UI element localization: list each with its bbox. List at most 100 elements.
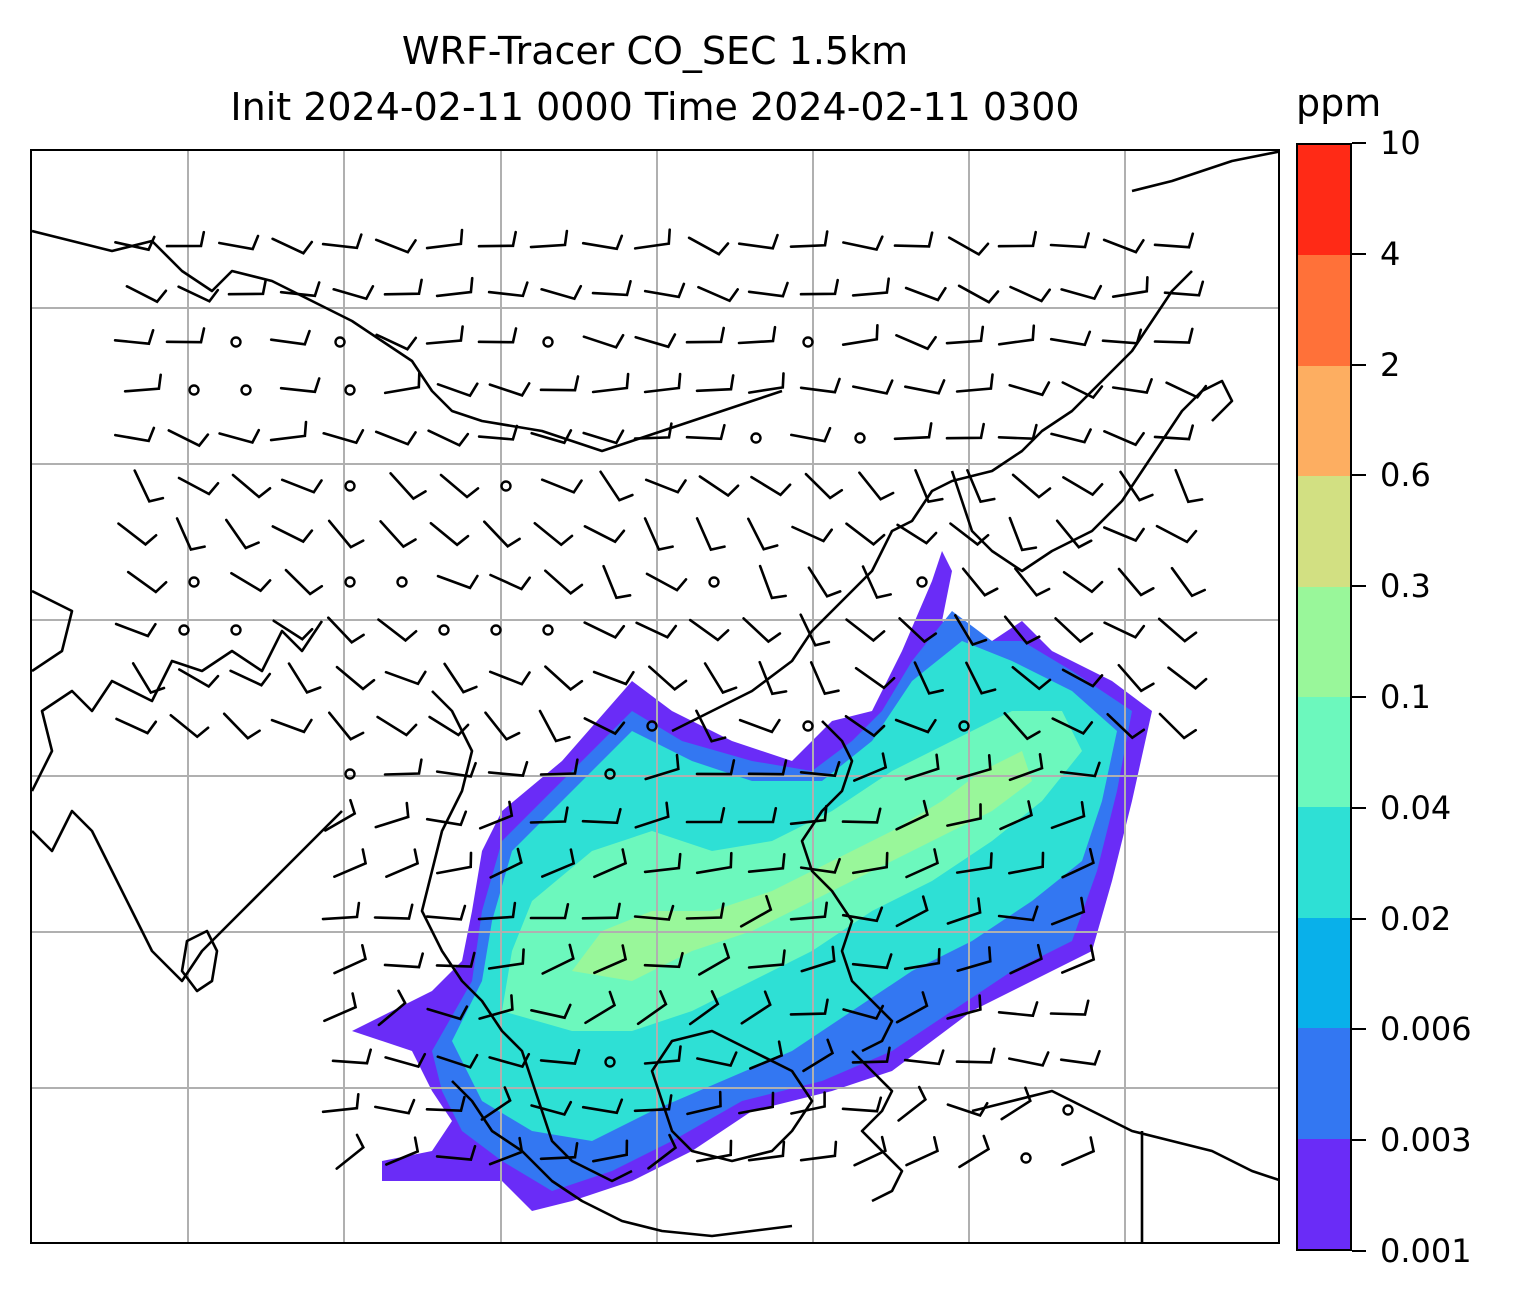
calm-wind-marker (334, 336, 346, 348)
wind-barb (377, 989, 407, 1027)
wind-barb (844, 715, 886, 738)
wind-barb (332, 285, 375, 301)
wind-barb (695, 374, 735, 393)
wind-barb (799, 857, 841, 874)
wind-barb (581, 902, 621, 920)
wind-barb (643, 852, 682, 874)
wind-barb (904, 286, 947, 302)
wind-barb (1003, 615, 1041, 645)
colorbar-tick-label: 0.1 (1380, 678, 1431, 716)
wind-barb (851, 953, 893, 970)
wind-barb (945, 325, 985, 345)
colorbar-segment (1298, 696, 1350, 808)
wind-barb (1111, 276, 1149, 298)
calm-wind-marker (802, 720, 814, 732)
map-title-line-1: WRF-Tracer CO_SEC 1.5km (401, 29, 909, 73)
calm-wind-marker (500, 480, 512, 492)
wind-barb (997, 230, 1037, 248)
wind-barb (695, 851, 733, 875)
wind-barb (374, 801, 410, 829)
wind-barb (894, 718, 937, 734)
calm-wind-marker (344, 480, 356, 492)
wind-barb (807, 566, 842, 598)
wind-barb (436, 1053, 479, 1069)
wind-barb (1054, 617, 1094, 644)
wind-barb (591, 280, 632, 297)
wind-barb (114, 622, 157, 638)
wind-barb (737, 807, 778, 824)
colorbar-segment (1298, 586, 1350, 697)
wind-barb (280, 478, 323, 494)
wind-barb (529, 229, 569, 249)
wind-barb (377, 618, 418, 643)
colorbar-tick-mark (1352, 585, 1366, 588)
wind-barb (544, 569, 584, 595)
colorbar-tick-label: 0.04 (1380, 788, 1452, 827)
map-title-line-2: Init 2024-02-11 0000 Time 2024-02-11 030… (230, 85, 1080, 129)
wind-barb (1011, 473, 1052, 499)
wind-barb (965, 661, 997, 695)
wind-barb (1009, 943, 1043, 975)
wind-barb (435, 951, 476, 968)
wind-barb (530, 429, 573, 445)
wind-barb (643, 282, 686, 299)
wind-barb (789, 998, 829, 1016)
wind-barb (1103, 621, 1146, 639)
wind-barb (643, 951, 684, 969)
wind-barb (229, 669, 272, 687)
wind-barb (477, 901, 517, 921)
wind-barb (955, 1047, 996, 1064)
wind-barb (957, 284, 1000, 304)
wind-barb (117, 522, 158, 547)
calm-wind-marker (240, 384, 252, 396)
wind-barb (539, 1142, 579, 1161)
wind-barb (851, 1046, 891, 1064)
wind-barb (1008, 516, 1038, 552)
wind-barb (861, 565, 892, 600)
wind-barb (1051, 717, 1094, 736)
wind-barb (802, 1038, 835, 1073)
wind-barb (1059, 761, 1101, 778)
wind-barb (758, 660, 788, 696)
wind-barb (1061, 847, 1095, 879)
wind-barb (852, 851, 889, 875)
wind-barb (178, 668, 220, 689)
wind-barb (845, 618, 886, 643)
colorbar-tick-mark (1352, 806, 1366, 809)
wind-barb (384, 670, 427, 686)
wind-barb (323, 992, 358, 1023)
wind-barb (893, 422, 933, 441)
wind-barb (383, 952, 424, 969)
wind-barb (1050, 428, 1092, 444)
colorbar-tick-label: 10 (1380, 124, 1421, 162)
wind-barb (695, 709, 727, 743)
wind-barb (436, 382, 479, 398)
wind-barb (633, 1094, 673, 1113)
calm-wind-marker (178, 624, 190, 636)
wind-barb (698, 475, 740, 498)
wind-barb (635, 621, 678, 639)
wind-barb (1061, 1136, 1096, 1167)
wind-barb (335, 665, 376, 691)
wind-barb (1103, 430, 1145, 447)
wind-barb (737, 325, 777, 345)
colorbar-tick-mark (1352, 696, 1366, 698)
wind-barb (1060, 284, 1103, 301)
wind-barb (789, 230, 829, 248)
wind-barb (799, 377, 841, 394)
wind-barb (842, 1004, 885, 1021)
wind-barb (905, 848, 939, 879)
wind-barb (633, 228, 671, 250)
colorbar-segment (1298, 144, 1350, 256)
wind-barb (488, 1052, 531, 1069)
wind-barb (581, 807, 622, 825)
wind-barb (1103, 526, 1145, 543)
wind-barb (895, 334, 937, 351)
wind-barb (698, 942, 731, 976)
colorbar-segment (1298, 476, 1350, 587)
wind-barb (230, 572, 272, 593)
wind-barb (946, 994, 982, 1020)
wind-barb (544, 665, 584, 692)
wind-barb (328, 711, 365, 741)
border-himalaya (32, 229, 783, 453)
